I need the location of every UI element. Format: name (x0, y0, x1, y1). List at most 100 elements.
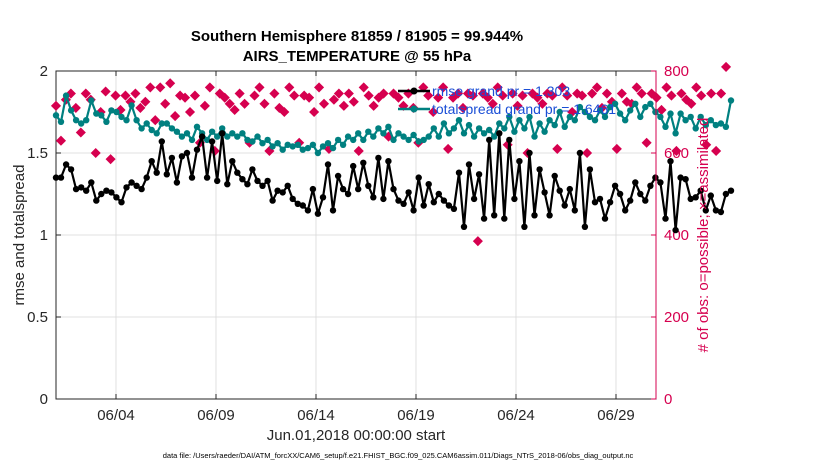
spread-point (541, 128, 548, 135)
rmse-point (486, 136, 493, 144)
rmse-point (576, 149, 584, 157)
rmse-point (329, 207, 337, 214)
rmse-point (581, 223, 589, 230)
obs-marker (611, 143, 622, 154)
rmse-point (491, 212, 498, 219)
rmse-point (123, 184, 130, 191)
obs-marker (577, 90, 588, 101)
rmse-point (591, 199, 599, 206)
rmse-point (697, 187, 704, 194)
obs-marker (343, 88, 354, 99)
obs-marker (378, 88, 389, 99)
rmse-point (480, 215, 488, 222)
obs-marker (224, 98, 235, 109)
obs-marker (641, 137, 652, 148)
spread-point (501, 125, 508, 132)
spread-point (687, 113, 694, 121)
obs-marker (591, 82, 603, 93)
obs-marker (284, 82, 295, 93)
obs-marker (70, 102, 81, 113)
rmse-point (72, 185, 80, 193)
y-tick-label: 0.5 (27, 309, 48, 326)
rmse-point (198, 133, 206, 140)
y2-axis-label: # of obs: o=possible; ×=assimilated (695, 118, 712, 353)
x-tick-label: 06/29 (597, 407, 635, 424)
obs-marker (467, 90, 478, 101)
rmse-point (627, 197, 634, 204)
obs-marker (676, 88, 687, 99)
obs-marker (631, 82, 642, 93)
rmse-point (662, 215, 669, 222)
obs-marker (110, 90, 121, 101)
y2-axis-ticks: 0200400600800 (651, 63, 689, 408)
spread-point (178, 133, 186, 140)
obs-marker (204, 82, 215, 93)
rmse-point (249, 166, 256, 173)
obs-marker (636, 88, 647, 99)
spread-point (284, 141, 291, 148)
spread-point (173, 128, 181, 135)
rmse-point (98, 190, 105, 198)
spread-point (465, 121, 473, 129)
spread-point (289, 143, 296, 150)
spread-point (264, 136, 271, 144)
rmse-point (88, 179, 95, 186)
spread-point (188, 136, 196, 144)
legend: rmse grand pr = 1.303 totalspread grand … (398, 83, 616, 117)
obs-marker (338, 100, 349, 111)
rmse-point (455, 169, 463, 176)
spread-point (249, 138, 256, 145)
spread-point (143, 120, 150, 127)
rmse-point (279, 189, 286, 196)
obs-marker (701, 139, 712, 150)
spread-point (616, 110, 624, 117)
rmse-point (239, 176, 246, 183)
spread-point (395, 130, 402, 137)
spread-point (511, 128, 518, 135)
spread-point (712, 121, 720, 129)
spread-point (163, 120, 170, 127)
spread-point (279, 146, 286, 153)
rmse-point (450, 205, 458, 212)
spread-point (390, 136, 397, 144)
spread-point (93, 110, 100, 117)
obs-marker (199, 100, 210, 111)
spread-point (662, 123, 669, 130)
rmse-point (244, 181, 251, 188)
rmse-point (606, 199, 614, 206)
rmse-point (234, 169, 241, 176)
spread-point (254, 133, 261, 140)
spread-point (697, 113, 704, 121)
spread-point (269, 143, 276, 150)
spread-point (727, 97, 735, 104)
rmse-point (475, 171, 483, 178)
obs-marker (428, 106, 439, 118)
obs-marker (55, 135, 67, 146)
obs-marker (666, 90, 677, 101)
rmse-point (62, 161, 70, 168)
spread-point (682, 117, 689, 124)
obs-marker (656, 104, 667, 115)
obs-marker (537, 98, 548, 109)
rmse-point (465, 161, 473, 168)
rmse-point (425, 181, 432, 188)
rmse-point (163, 171, 170, 178)
spread-point (450, 125, 458, 132)
obs-marker (711, 145, 722, 156)
rmse-point (57, 174, 65, 181)
spread-point (601, 113, 609, 121)
rmse-point (193, 146, 201, 153)
spread-point (183, 130, 191, 137)
rmse-point (173, 179, 181, 186)
obs-marker (314, 82, 325, 93)
rmse-point (672, 226, 679, 234)
spread-point (536, 120, 543, 127)
obs-marker (50, 100, 62, 111)
obs-marker (100, 86, 111, 97)
spread-point (521, 125, 528, 132)
rmse-point (556, 187, 563, 194)
rmse-point (113, 194, 120, 201)
spread-point (571, 117, 578, 124)
spread-point (576, 103, 584, 111)
spread-point (622, 117, 629, 124)
